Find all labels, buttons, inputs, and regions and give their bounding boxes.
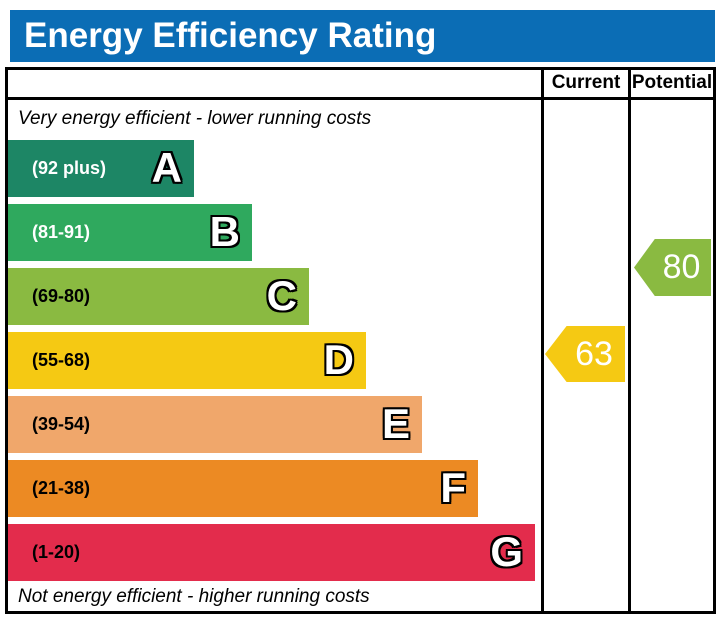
band-letter: G <box>490 528 523 575</box>
rating-table: Current Potential Very energy efficient … <box>5 67 716 614</box>
current-rating-arrow: 63 <box>545 326 625 382</box>
potential-column-divider <box>628 70 631 611</box>
band-range-label: (39-54) <box>32 414 91 434</box>
band-range-label: (21-38) <box>32 478 91 498</box>
band-row-c: (69-80) C <box>8 268 309 325</box>
band-row-a: (92 plus) A <box>8 140 194 197</box>
page-title: Energy Efficiency Rating <box>24 16 437 55</box>
band-letter: A <box>151 144 182 191</box>
title-bar: Energy Efficiency Rating <box>10 10 715 62</box>
band-range-label: (81-91) <box>32 222 91 242</box>
band-letter: F <box>440 464 466 511</box>
band-row-b: (81-91) B <box>8 204 252 261</box>
header-divider-line <box>8 97 713 100</box>
current-rating-value: 63 <box>575 334 613 373</box>
current-column-divider <box>541 70 544 611</box>
band-range-label: (1-20) <box>32 542 81 562</box>
potential-rating-value: 80 <box>662 248 701 286</box>
band-letter: B <box>209 208 240 255</box>
band-row-g: (1-20) G <box>8 524 535 581</box>
band-range-label: (69-80) <box>32 286 91 306</box>
band-row-d: (55-68) D <box>8 332 366 389</box>
potential-column-header: Potential <box>631 72 713 93</box>
band-range-label: (55-68) <box>32 350 91 370</box>
potential-rating-arrow: 80 <box>634 239 711 296</box>
band-range-label: (92 plus) <box>32 158 107 178</box>
band-letter: D <box>323 336 354 383</box>
top-note: Very energy efficient - lower running co… <box>18 108 372 129</box>
band-letter: C <box>266 272 297 319</box>
band-letter: E <box>381 400 410 447</box>
band-row-e: (39-54) E <box>8 396 422 453</box>
band-row-f: (21-38) F <box>8 460 478 517</box>
current-column-header: Current <box>551 72 621 93</box>
bottom-note: Not energy efficient - higher running co… <box>18 586 370 607</box>
